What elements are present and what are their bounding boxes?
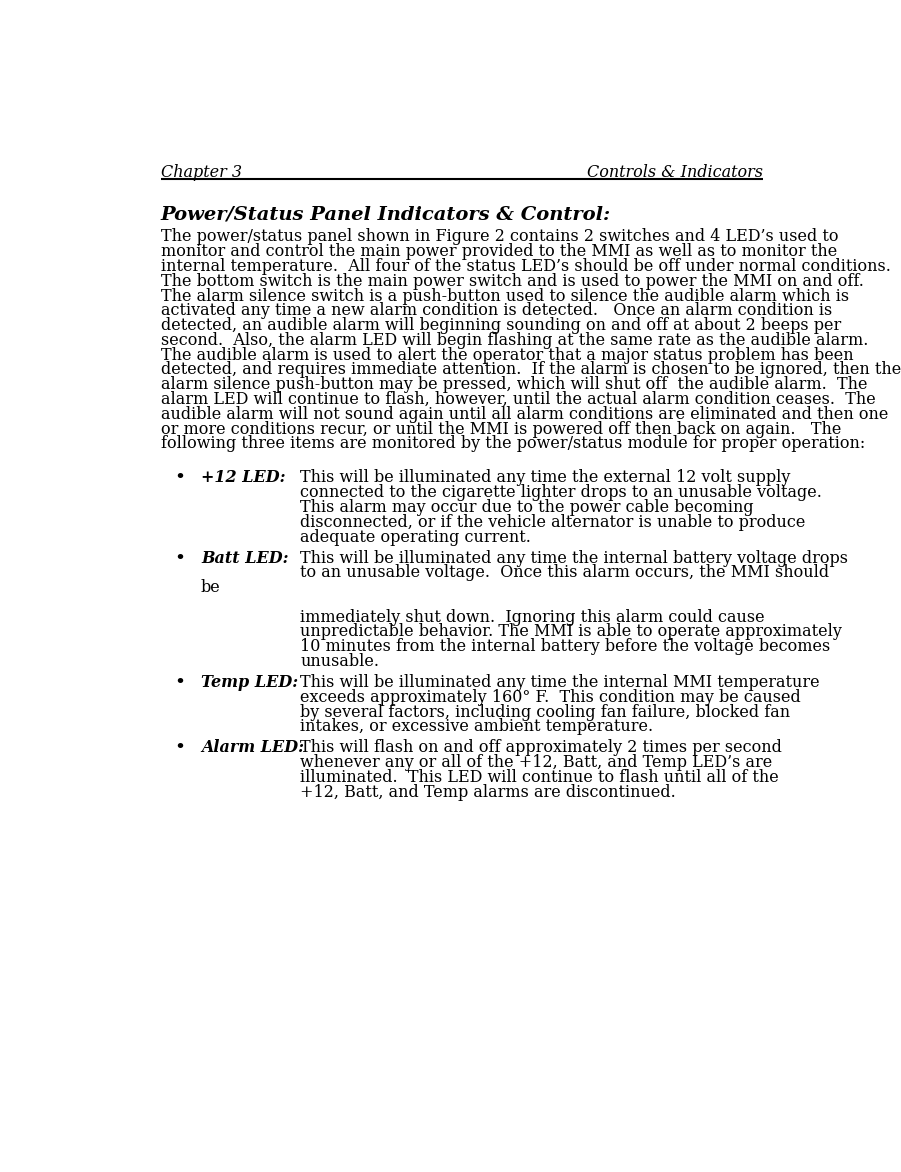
Text: The alarm silence switch is a push-button used to silence the audible alarm whic: The alarm silence switch is a push-butto… [160, 287, 849, 305]
Text: The bottom switch is the main power switch and is used to power the MMI on and o: The bottom switch is the main power swit… [160, 273, 863, 289]
Text: This will flash on and off approximately 2 times per second: This will flash on and off approximately… [300, 740, 782, 756]
Text: unusable.: unusable. [300, 653, 379, 670]
Text: Batt LED:: Batt LED: [201, 550, 288, 566]
Text: or more conditions recur, or until the MMI is powered off then back on again.   : or more conditions recur, or until the M… [160, 421, 841, 437]
Text: exceeds approximately 160° F.  This condition may be caused: exceeds approximately 160° F. This condi… [300, 689, 801, 706]
Text: by several factors, including cooling fan failure, blocked fan: by several factors, including cooling fa… [300, 703, 790, 721]
Text: be: be [201, 579, 221, 597]
Text: The power/status panel shown in Figure 2 contains 2 switches and 4 LED’s used to: The power/status panel shown in Figure 2… [160, 229, 838, 245]
Text: internal temperature.  All four of the status LED’s should be off under normal c: internal temperature. All four of the st… [160, 258, 890, 275]
Text: audible alarm will not sound again until all alarm conditions are eliminated and: audible alarm will not sound again until… [160, 406, 888, 423]
Text: unpredictable behavior. The MMI is able to operate approximately: unpredictable behavior. The MMI is able … [300, 624, 842, 640]
Text: Controls & Indicators: Controls & Indicators [587, 164, 763, 180]
Text: •: • [175, 470, 186, 488]
Text: Power/Status Panel Indicators & Control:: Power/Status Panel Indicators & Control: [160, 205, 611, 224]
Text: monitor and control the main power provided to the MMI as well as to monitor the: monitor and control the main power provi… [160, 244, 837, 260]
Text: activated any time a new alarm condition is detected.   Once an alarm condition : activated any time a new alarm condition… [160, 302, 832, 319]
Text: following three items are monitored by the power/status module for proper operat: following three items are monitored by t… [160, 435, 865, 452]
Text: detected, and requires immediate attention.  If the alarm is chosen to be ignore: detected, and requires immediate attenti… [160, 361, 901, 379]
Text: Alarm LED:: Alarm LED: [201, 740, 304, 756]
Text: alarm silence push-button may be pressed, which will shut off  the audible alarm: alarm silence push-button may be pressed… [160, 376, 867, 394]
Text: intakes, or excessive ambient temperature.: intakes, or excessive ambient temperatur… [300, 718, 653, 735]
Text: connected to the cigarette lighter drops to an unusable voltage.: connected to the cigarette lighter drops… [300, 484, 822, 502]
Text: Temp LED:: Temp LED: [201, 674, 298, 691]
Text: The audible alarm is used to alert the operator that a major status problem has : The audible alarm is used to alert the o… [160, 347, 853, 363]
Text: •: • [175, 674, 186, 691]
Text: disconnected, or if the vehicle alternator is unable to produce: disconnected, or if the vehicle alternat… [300, 513, 805, 531]
Text: second.  Also, the alarm LED will begin flashing at the same rate as the audible: second. Also, the alarm LED will begin f… [160, 332, 868, 349]
Text: immediately shut down.  Ignoring this alarm could cause: immediately shut down. Ignoring this ala… [300, 608, 765, 626]
Text: This will be illuminated any time the external 12 volt supply: This will be illuminated any time the ex… [300, 470, 790, 486]
Text: alarm LED will continue to flash, however, until the actual alarm condition ceas: alarm LED will continue to flash, howeve… [160, 391, 876, 408]
Text: whenever any or all of the +12, Batt, and Temp LED’s are: whenever any or all of the +12, Batt, an… [300, 754, 772, 771]
Text: This alarm may occur due to the power cable becoming: This alarm may occur due to the power ca… [300, 499, 754, 516]
Text: Chapter 3: Chapter 3 [160, 164, 241, 180]
Text: adequate operating current.: adequate operating current. [300, 529, 531, 546]
Text: This will be illuminated any time the internal battery voltage drops: This will be illuminated any time the in… [300, 550, 848, 566]
Text: +12, Batt, and Temp alarms are discontinued.: +12, Batt, and Temp alarms are discontin… [300, 784, 676, 800]
Text: •: • [175, 550, 186, 567]
Text: illuminated.  This LED will continue to flash until all of the: illuminated. This LED will continue to f… [300, 769, 779, 785]
Text: This will be illuminated any time the internal MMI temperature: This will be illuminated any time the in… [300, 674, 820, 691]
Text: 10 minutes from the internal battery before the voltage becomes: 10 minutes from the internal battery bef… [300, 639, 831, 655]
Text: detected, an audible alarm will beginning sounding on and off at about 2 beeps p: detected, an audible alarm will beginnin… [160, 318, 841, 334]
Text: •: • [175, 740, 186, 757]
Text: to an unusable voltage.  Once this alarm occurs, the MMI should: to an unusable voltage. Once this alarm … [300, 564, 829, 581]
Text: +12 LED:: +12 LED: [201, 470, 286, 486]
